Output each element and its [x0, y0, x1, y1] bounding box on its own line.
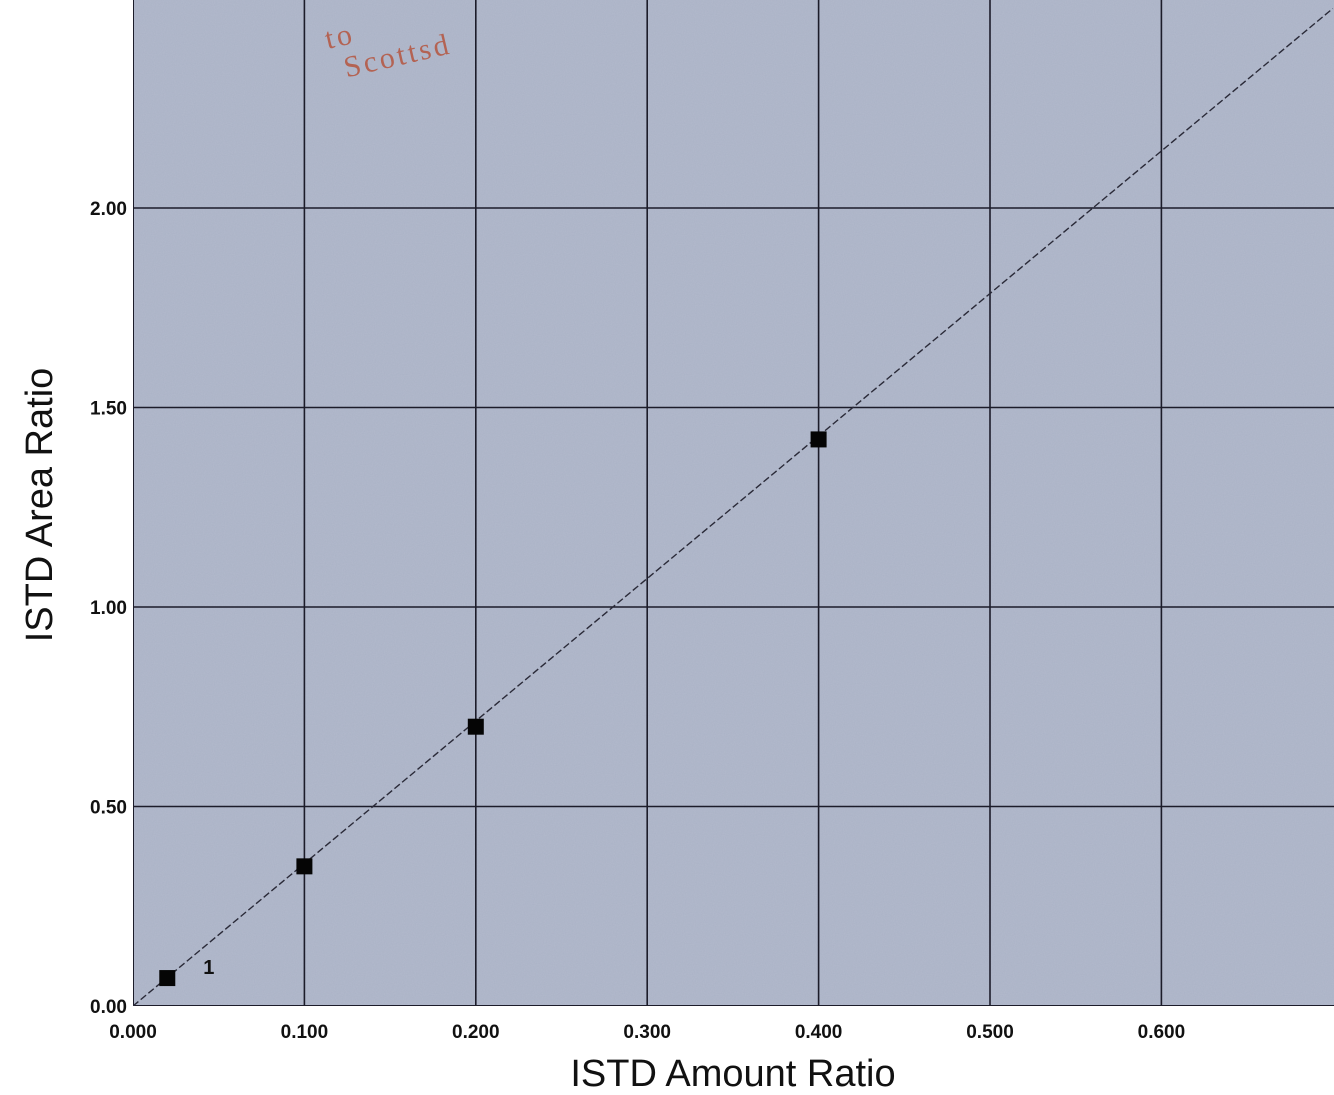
- x-tick-label: 0.300: [623, 1022, 671, 1043]
- y-axis-title: ISTD Area Ratio: [19, 368, 61, 643]
- y-tick-label: 1.50: [90, 399, 127, 420]
- x-tick-label: 0.000: [109, 1022, 157, 1043]
- y-tick-labels: 0.00 0.50 1.00 1.50 2.00: [90, 199, 127, 1018]
- stamp-line-1: to: [322, 17, 358, 56]
- data-point: [296, 858, 313, 875]
- data-point: [467, 718, 484, 735]
- fit-line-group: [133, 7, 1334, 1006]
- x-tick-label: 0.600: [1138, 1022, 1186, 1043]
- data-point: [159, 970, 176, 987]
- x-tick-label: 0.500: [966, 1022, 1014, 1043]
- x-tick-label: 0.200: [452, 1022, 500, 1043]
- point-label: 1: [203, 957, 214, 979]
- x-tick-label: 0.400: [795, 1022, 843, 1043]
- y-tick-label: 2.00: [90, 199, 127, 220]
- y-tick-label: 0.50: [90, 798, 127, 819]
- data-point: [810, 431, 827, 448]
- y-tick-label: 1.00: [90, 598, 127, 619]
- x-tick-labels: 0.000 0.100 0.200 0.300 0.400 0.500 0.600: [109, 1022, 1185, 1043]
- data-points: 1: [159, 431, 827, 987]
- fit-line: [133, 7, 1334, 1006]
- x-tick-label: 0.100: [281, 1022, 329, 1043]
- plot-texture: [133, 0, 1334, 1006]
- x-axis-title: ISTD Amount Ratio: [570, 1053, 895, 1095]
- grid: [133, 0, 1334, 1006]
- y-tick-label: 0.00: [90, 997, 127, 1018]
